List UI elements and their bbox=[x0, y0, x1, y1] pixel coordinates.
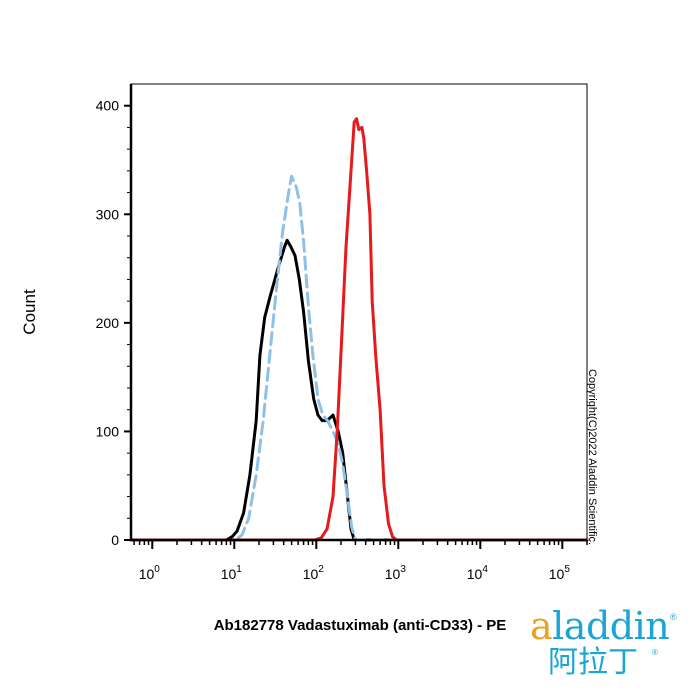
y-tick-label: 300 bbox=[96, 206, 120, 222]
y-tick-label: 100 bbox=[96, 423, 120, 439]
plot-frame bbox=[130, 83, 588, 541]
logo-wordmark: aladdin bbox=[530, 604, 670, 648]
series-line-1 bbox=[129, 174, 589, 542]
x-tick-label: 101 bbox=[221, 564, 243, 582]
x-tick-label: 100 bbox=[139, 564, 161, 582]
series-line-0 bbox=[129, 238, 589, 542]
series-line-2 bbox=[129, 117, 589, 542]
series-group bbox=[129, 117, 589, 542]
y-tick-label: 400 bbox=[96, 98, 120, 114]
x-tick-label: 105 bbox=[549, 564, 571, 582]
axes-group: 0 100 200 300 400 100 101 102 103 104 105 bbox=[96, 84, 588, 582]
x-tick-label: 102 bbox=[303, 564, 325, 582]
x-tick-label: 104 bbox=[467, 564, 489, 582]
y-axis-title: Count bbox=[20, 289, 39, 335]
x-axis-title: Ab182778 Vadastuximab (anti-CD33) - PE bbox=[213, 617, 507, 634]
logo-registered-mark: ® bbox=[670, 612, 677, 622]
copyright-note: Copyright(C)2022 Aladdin Scientific. bbox=[586, 368, 598, 546]
y-tick-label: 200 bbox=[96, 315, 120, 331]
logo-registered-mark-cn: ® bbox=[652, 648, 658, 657]
x-tick-label: 103 bbox=[385, 564, 407, 582]
y-tick-label: 0 bbox=[111, 532, 119, 548]
aladdin-logo: aladdin ® 阿拉丁 ® bbox=[530, 604, 680, 684]
logo-chinese-name: 阿拉丁 bbox=[548, 645, 638, 680]
